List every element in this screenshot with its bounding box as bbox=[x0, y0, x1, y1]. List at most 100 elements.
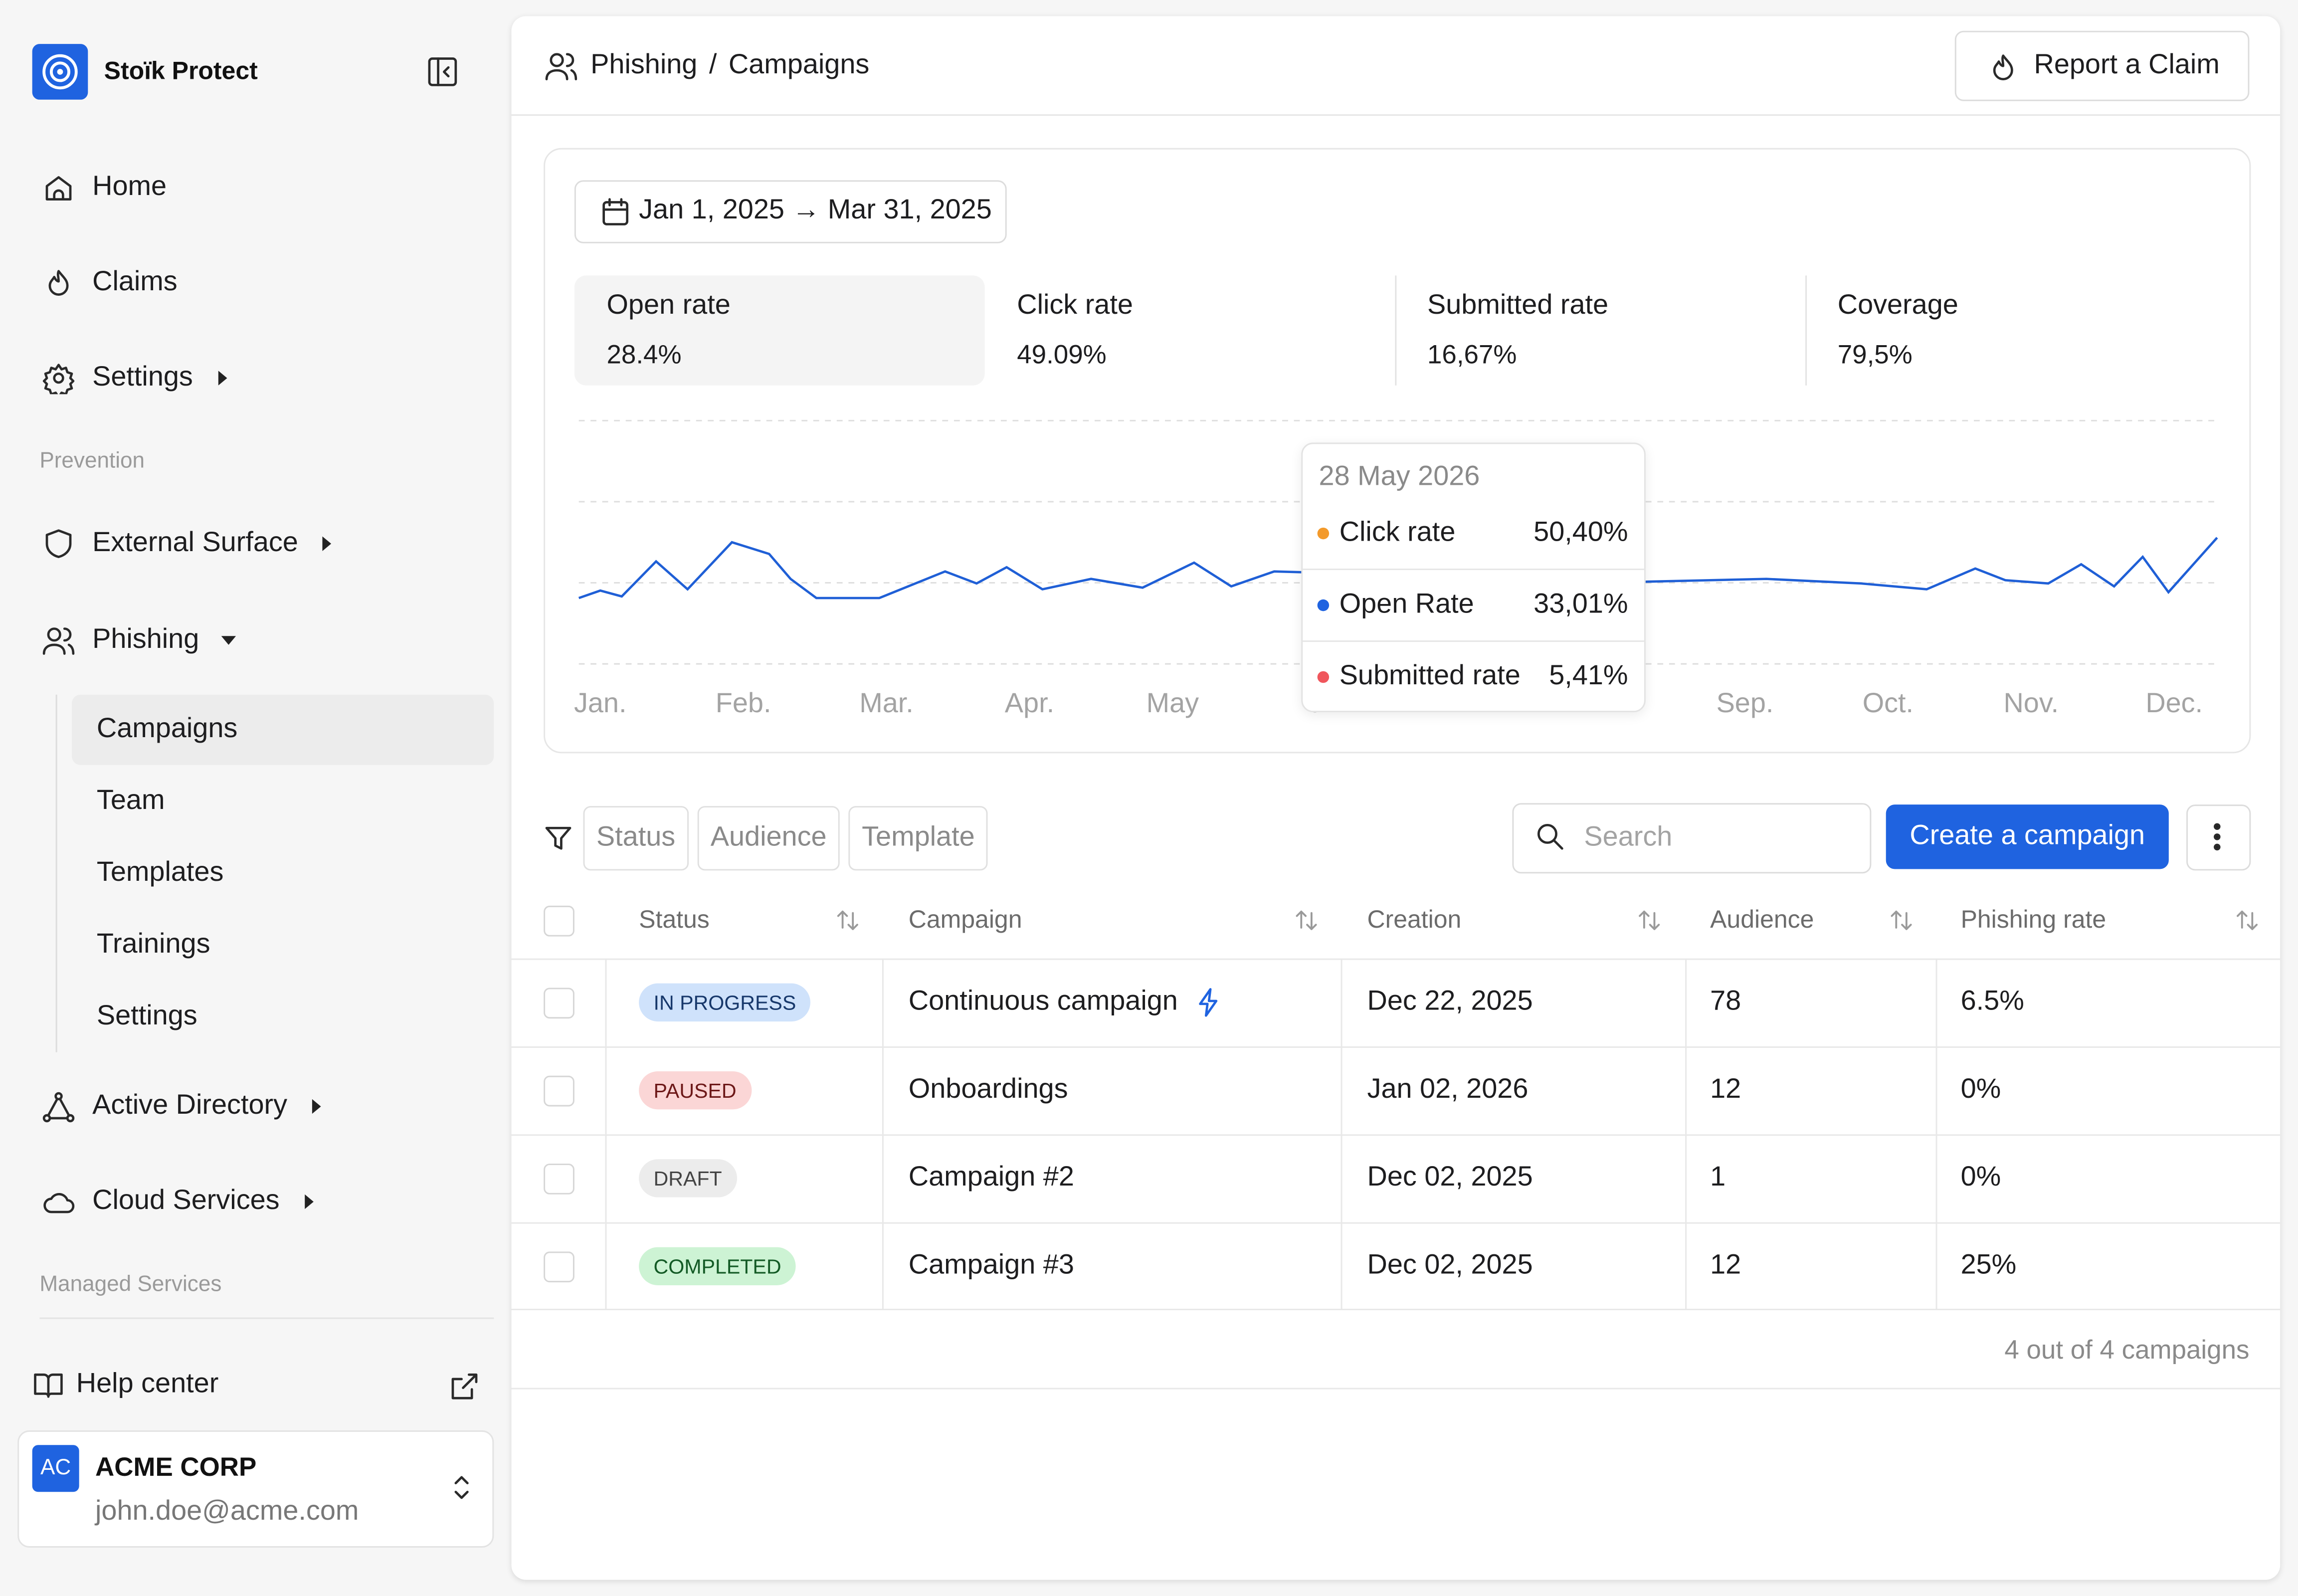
section-label: Prevention bbox=[39, 448, 145, 474]
status-badge: COMPLETED bbox=[639, 1247, 796, 1285]
nav-item[interactable]: Cloud Services bbox=[92, 1186, 280, 1216]
caret bbox=[312, 1099, 321, 1114]
cell[interactable]: Continuous campaign bbox=[908, 986, 1178, 1017]
checkbox[interactable] bbox=[544, 988, 574, 1019]
checkbox[interactable] bbox=[544, 1251, 574, 1283]
cell[interactable]: Campaign #3 bbox=[908, 1250, 1074, 1281]
row-divider bbox=[511, 1046, 2281, 1048]
flame-icon bbox=[1993, 54, 2013, 81]
nav-item[interactable]: Claims bbox=[92, 266, 178, 298]
nav-item[interactable]: Home bbox=[92, 171, 167, 202]
nav-item[interactable]: Phishing bbox=[92, 624, 199, 655]
kpi-divider bbox=[1395, 275, 1397, 386]
cell-divider bbox=[1340, 1222, 1342, 1310]
cell-divider bbox=[605, 1134, 607, 1222]
filter-button[interactable]: Status bbox=[583, 806, 689, 871]
nav-item[interactable]: Active Directory bbox=[92, 1090, 288, 1121]
kpi-label: Coverage bbox=[1837, 290, 1958, 321]
brand-name: Stoïk Protect bbox=[104, 57, 258, 85]
account-card[interactable] bbox=[17, 1430, 494, 1548]
kpi-value: 49.09% bbox=[1017, 340, 1107, 370]
chart-card bbox=[544, 148, 2251, 754]
submenu-line bbox=[55, 694, 57, 1052]
cell-divider bbox=[1685, 1222, 1687, 1310]
account-email: john.doe@acme.com bbox=[95, 1496, 359, 1527]
more-button[interactable] bbox=[2186, 804, 2251, 871]
subnav-item[interactable]: Team bbox=[96, 785, 165, 816]
row-divider bbox=[511, 1388, 2281, 1390]
column-header[interactable]: Audience bbox=[1710, 905, 1814, 934]
cell-divider bbox=[1935, 958, 1937, 1047]
kpi-divider bbox=[1805, 275, 1807, 386]
date-button[interactable] bbox=[574, 180, 1007, 243]
filter-icon bbox=[545, 826, 572, 850]
account-name: ACME CORP bbox=[95, 1452, 257, 1482]
subnav-item[interactable]: Trainings bbox=[96, 929, 210, 960]
row-divider bbox=[511, 1134, 2281, 1136]
column-header[interactable]: Creation bbox=[1367, 905, 1462, 934]
cell-divider bbox=[605, 1046, 607, 1135]
cell-divider bbox=[605, 958, 607, 1047]
search-box[interactable] bbox=[1512, 803, 1872, 874]
cell: 12 bbox=[1710, 1074, 1741, 1105]
users-icon bbox=[545, 53, 577, 81]
subnav-item[interactable]: Templates bbox=[96, 857, 224, 888]
checkbox[interactable] bbox=[544, 1075, 574, 1107]
report-button-label[interactable]: Report a Claim bbox=[2034, 49, 2220, 81]
cell[interactable]: Onboardings bbox=[908, 1074, 1068, 1105]
cell: 25% bbox=[1960, 1250, 2017, 1281]
subnav-item[interactable]: Campaigns bbox=[96, 714, 238, 745]
kpi-value: 28.4% bbox=[606, 340, 682, 370]
nav-icon bbox=[45, 529, 72, 558]
help-link[interactable]: Help center bbox=[76, 1369, 219, 1400]
column-header[interactable]: Phishing rate bbox=[1960, 905, 2106, 934]
avatar: AC bbox=[32, 1445, 79, 1492]
row-divider bbox=[511, 1308, 2281, 1310]
column-header[interactable]: Campaign bbox=[908, 905, 1022, 934]
tooltip-divider bbox=[1303, 640, 1644, 642]
checkbox[interactable] bbox=[544, 905, 574, 937]
nav-icon bbox=[42, 1092, 75, 1123]
cell-divider bbox=[1685, 958, 1687, 1047]
sort-icon bbox=[1639, 910, 1660, 930]
kpi-label: Submitted rate bbox=[1427, 290, 1609, 321]
table-footer: 4 out of 4 campaigns bbox=[2004, 1335, 2250, 1365]
cell-divider bbox=[882, 958, 884, 1047]
tooltip-value: 50,40% bbox=[1533, 517, 1628, 548]
cell-divider bbox=[882, 1046, 884, 1135]
status-badge: PAUSED bbox=[639, 1071, 752, 1110]
cell: Jan 02, 2026 bbox=[1367, 1074, 1529, 1105]
nav-item[interactable]: Settings bbox=[92, 362, 193, 393]
caret bbox=[221, 636, 236, 645]
column-header[interactable]: Status bbox=[639, 905, 710, 934]
tooltip-dot bbox=[1317, 671, 1330, 683]
cell: 1 bbox=[1710, 1162, 1726, 1193]
date-range[interactable]: Jan 1, 2025 → Mar 31, 2025 bbox=[639, 195, 992, 226]
cell-divider bbox=[1935, 1134, 1937, 1222]
create-button[interactable]: Create a campaign bbox=[1886, 804, 2169, 869]
checkbox[interactable] bbox=[544, 1164, 574, 1195]
breadcrumb: Phishing bbox=[590, 49, 698, 81]
tooltip-date: 28 May 2026 bbox=[1319, 461, 1480, 493]
cell[interactable]: Campaign #2 bbox=[908, 1162, 1074, 1193]
nav-active-bg bbox=[71, 694, 494, 765]
filter-button[interactable]: Audience bbox=[697, 806, 840, 871]
nav-item[interactable]: External Surface bbox=[92, 527, 298, 559]
filter-button[interactable]: Template bbox=[848, 806, 988, 871]
nav-icon bbox=[45, 176, 72, 200]
book-icon bbox=[34, 1373, 63, 1398]
cell-divider bbox=[1685, 1046, 1687, 1135]
kpi-label: Click rate bbox=[1017, 290, 1133, 321]
status-badge: IN PROGRESS bbox=[639, 983, 811, 1022]
report-button[interactable] bbox=[1954, 30, 2250, 101]
collapse-icon[interactable] bbox=[426, 56, 459, 88]
tooltip-dot bbox=[1317, 527, 1330, 540]
subnav-item[interactable]: Settings bbox=[96, 1000, 197, 1032]
nav-icon bbox=[48, 270, 69, 296]
cell-divider bbox=[1340, 1134, 1342, 1222]
kpi-active-bg bbox=[574, 275, 985, 386]
cell: 6.5% bbox=[1960, 986, 2024, 1017]
kpi-value: 16,67% bbox=[1427, 340, 1517, 370]
cell-divider bbox=[1340, 1046, 1342, 1135]
